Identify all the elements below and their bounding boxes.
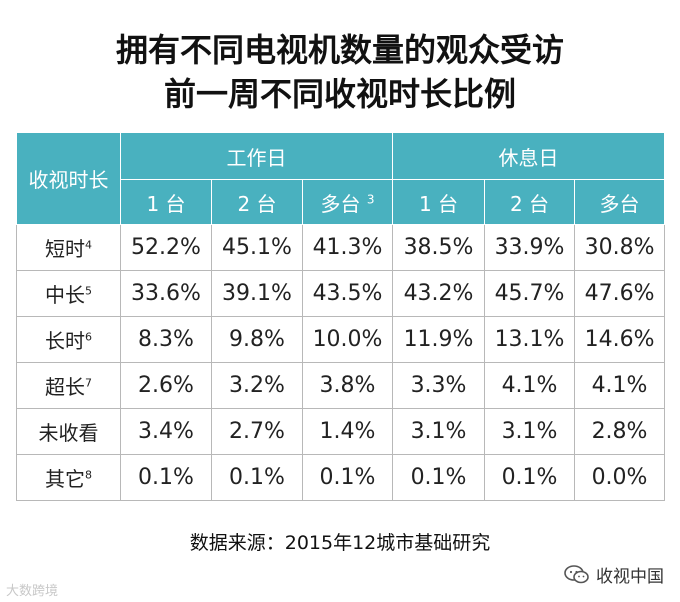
table-row: 未收看 3.4% 2.7% 1.4% 3.1% 3.1% 2.8% — [16, 408, 666, 455]
watermark-right-label: 收视中国 — [596, 567, 664, 587]
table-cell: 2.6% — [120, 362, 212, 409]
table-cell: 0.1% — [484, 454, 576, 501]
table-cell: 3.1% — [484, 408, 576, 455]
table-row: 中长5 33.6% 39.1% 43.5% 43.2% 45.7% 47.6% — [16, 270, 666, 317]
table-cell: 4.1% — [574, 362, 666, 409]
row-label: 其它8 — [16, 454, 121, 501]
column-header-restday-3: 多台 — [574, 179, 666, 225]
table-cell: 9.8% — [211, 316, 303, 363]
row-label-footnote: 6 — [85, 330, 92, 344]
table-cell: 13.1% — [484, 316, 576, 363]
title-line-1: 拥有不同电视机数量的观众受访 — [115, 31, 564, 69]
row-label-text: 长时 — [45, 329, 85, 353]
row-label-footnote: 8 — [85, 468, 92, 482]
row-label: 未收看 — [16, 408, 121, 455]
row-label: 中长5 — [16, 270, 121, 317]
table-cell: 0.1% — [211, 454, 303, 501]
column-header-label: 2 台 — [237, 191, 277, 216]
row-header-cell: 收视时长 — [16, 132, 121, 225]
table-cell: 3.3% — [392, 362, 486, 409]
table-cell: 4.1% — [484, 362, 576, 409]
group-header-workday: 工作日 — [119, 132, 394, 180]
row-label-text: 中长 — [45, 283, 85, 307]
column-header-restday-2: 2 台 — [484, 179, 576, 225]
column-header-footnote: 3 — [366, 191, 375, 206]
column-header-workday-2: 2 台 — [211, 179, 303, 225]
table-cell: 11.9% — [392, 316, 486, 363]
row-label: 短时4 — [16, 224, 121, 271]
table-row: 超长7 2.6% 3.2% 3.8% 3.3% 4.1% 4.1% — [16, 362, 666, 409]
table-row: 短时4 52.2% 45.1% 41.3% 38.5% 33.9% 30.8% — [16, 224, 666, 271]
column-header-workday-1: 1 台 — [120, 179, 212, 225]
wechat-icon — [564, 564, 589, 583]
row-label-footnote: 7 — [85, 376, 92, 390]
table-cell: 2.7% — [211, 408, 303, 455]
table-cell: 45.7% — [484, 270, 576, 317]
table-cell: 8.3% — [120, 316, 212, 363]
table-cell: 43.2% — [392, 270, 486, 317]
table-cell: 3.1% — [392, 408, 486, 455]
table-cell: 39.1% — [211, 270, 303, 317]
watermark-left: 大数跨境 — [6, 584, 59, 599]
chart-title: 拥有不同电视机数量的观众受访 前一周不同收视时长比例 — [0, 28, 680, 116]
table-cell: 3.4% — [120, 408, 212, 455]
watermark-right: 收视中国 — [564, 562, 664, 587]
table-cell: 45.1% — [211, 224, 303, 271]
table-cell: 41.3% — [301, 224, 394, 271]
table-cell: 33.9% — [484, 224, 576, 271]
table-cell: 43.5% — [301, 270, 394, 317]
table-cell: 3.2% — [211, 362, 303, 409]
row-label-footnote: 5 — [85, 284, 92, 298]
row-label-text: 其它 — [45, 467, 85, 491]
column-header-label: 多台 — [599, 191, 640, 216]
table-cell: 52.2% — [120, 224, 212, 271]
group-header-restday: 休息日 — [392, 132, 666, 180]
row-label: 超长7 — [16, 362, 121, 409]
table-cell: 0.1% — [392, 454, 486, 501]
table-cell: 0.1% — [120, 454, 212, 501]
row-label-footnote: 4 — [85, 238, 92, 252]
title-line-2: 前一周不同收视时长比例 — [163, 75, 516, 113]
table-cell: 3.8% — [301, 362, 394, 409]
column-header-restday-1: 1 台 — [392, 179, 486, 225]
table-row: 长时6 8.3% 9.8% 10.0% 11.9% 13.1% 14.6% — [16, 316, 666, 363]
row-label-text: 短时 — [45, 237, 85, 261]
column-header-label: 2 台 — [509, 191, 550, 216]
table-cell: 30.8% — [574, 224, 666, 271]
table-cell: 47.6% — [574, 270, 666, 317]
row-label-text: 未收看 — [38, 421, 99, 445]
row-label: 长时6 — [16, 316, 121, 363]
column-header-workday-3: 多台 3 — [301, 179, 394, 225]
table-cell: 1.4% — [301, 408, 394, 455]
data-source: 数据来源：2015年12城市基础研究 — [189, 532, 491, 554]
table-cell: 38.5% — [392, 224, 486, 271]
table-cell: 33.6% — [120, 270, 212, 317]
table-row: 其它8 0.1% 0.1% 0.1% 0.1% 0.1% 0.0% — [16, 454, 666, 501]
column-header-label: 1 台 — [418, 191, 459, 216]
table-cell: 10.0% — [301, 316, 394, 363]
table-cell: 0.0% — [574, 454, 666, 501]
row-label-text: 超长 — [45, 375, 85, 399]
column-header-label: 1 台 — [146, 191, 186, 216]
column-header-label: 多台 — [320, 191, 361, 216]
table-cell: 0.1% — [301, 454, 394, 501]
table-cell: 14.6% — [574, 316, 666, 363]
table-cell: 2.8% — [574, 408, 666, 455]
